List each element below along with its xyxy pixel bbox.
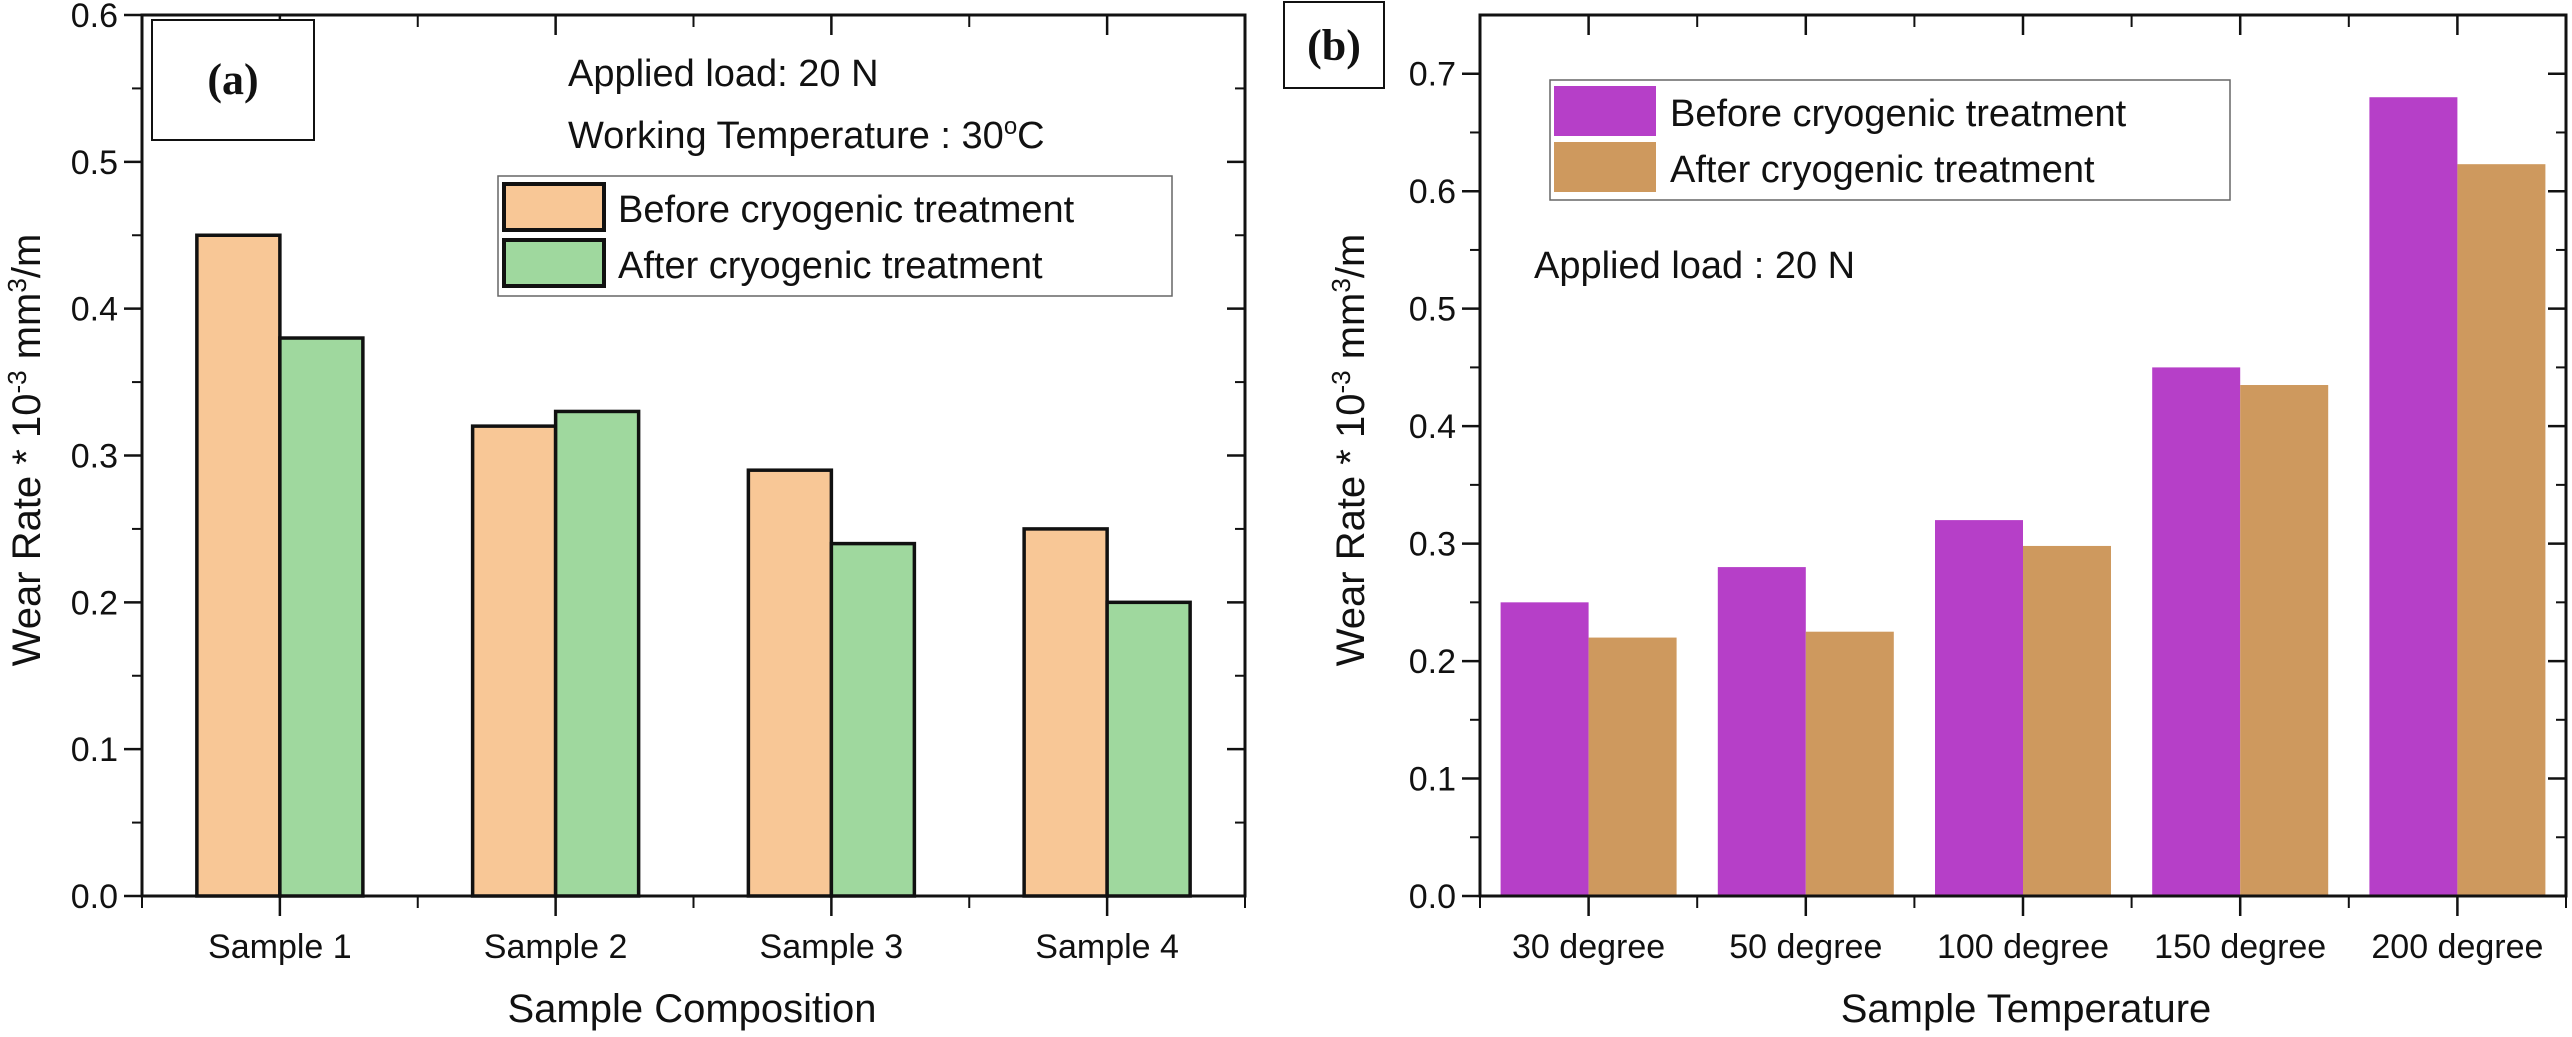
panel-b-tag: (b) bbox=[1307, 21, 1361, 70]
y-tick-label: 0.2 bbox=[71, 584, 118, 622]
bar-150-degree-after bbox=[2240, 385, 2329, 896]
x-tick-label: Sample 2 bbox=[484, 928, 628, 966]
x-tick-label: Sample 4 bbox=[1035, 928, 1179, 966]
panel-a-legend-swatch-before bbox=[502, 182, 606, 232]
x-tick-label: 30 degree bbox=[1512, 928, 1665, 966]
panel-a-annotation-temp: Working Temperature : 30oC bbox=[568, 113, 1045, 157]
panel-a-legend-box bbox=[497, 175, 1173, 297]
y-tick-label: 0.4 bbox=[1409, 408, 1456, 446]
panel-a-tag-box bbox=[151, 19, 315, 141]
bar-sample-1-after bbox=[278, 336, 365, 898]
bar-sample-3-after bbox=[829, 541, 917, 898]
panel-b-annotation-load: Applied load : 20 N bbox=[1534, 245, 1855, 287]
panel-a-bars bbox=[195, 233, 1192, 898]
bar-30-degree-after bbox=[1588, 637, 1677, 896]
bar-sample-2-before bbox=[470, 424, 558, 898]
x-tick-label: Sample 1 bbox=[208, 928, 352, 966]
panel-a-ylabel: Wear Rate * 10-3 mm3/m bbox=[2, 234, 49, 667]
bar-200-degree-before bbox=[2369, 97, 2458, 896]
panel-b-xlabel: Sample Temperature bbox=[1841, 987, 2212, 1031]
x-tick-label: 200 degree bbox=[2371, 928, 2543, 966]
bar-150-degree-before bbox=[2152, 367, 2241, 896]
y-tick-label: 0.3 bbox=[71, 438, 118, 476]
x-tick-label: 50 degree bbox=[1729, 928, 1882, 966]
y-tick-label: 0.1 bbox=[1409, 761, 1456, 799]
bar-sample-3-before bbox=[746, 468, 834, 898]
panel-a-xlabel: Sample Composition bbox=[507, 987, 876, 1031]
bar-sample-4-before bbox=[1022, 527, 1109, 898]
panel-b: 30 degree 50 degree 100 degree 150 degree 20… bbox=[1283, 1, 2568, 1031]
x-tick-label: Sample 3 bbox=[760, 928, 904, 966]
y-tick-label: 0.4 bbox=[71, 291, 118, 329]
bar-100-degree-before bbox=[1935, 520, 2023, 896]
panel-a-ticks: Sample 1 Sample 2 Sample 3 Sample 4 0.0 0.1 0.… bbox=[71, 0, 1246, 966]
bar-50-degree-after bbox=[1805, 631, 1894, 896]
panel-a: Sample 1 Sample 2 Sample 3 Sample 4 0.0 0.1 0.… bbox=[2, 0, 1247, 1031]
bar-30-degree-before bbox=[1500, 602, 1589, 896]
bar-sample-4-after bbox=[1105, 600, 1192, 898]
y-tick-label: 0.3 bbox=[1409, 526, 1456, 564]
panel-b-ylabel: Wear Rate * 10-3 mm3/m bbox=[1326, 234, 1373, 667]
x-tick-label: 100 degree bbox=[1937, 928, 2109, 966]
y-tick-label: 0.1 bbox=[71, 731, 118, 769]
bar-200-degree-after bbox=[2457, 164, 2546, 896]
panel-b-legend-label-after: After cryogenic treatment bbox=[1670, 149, 2095, 191]
panel-b-legend-swatch-before bbox=[1554, 86, 1656, 136]
panel-b-tag-box bbox=[1283, 1, 1385, 89]
panel-b-ticks: 30 degree 50 degree 100 degree 150 degree 20… bbox=[1409, 15, 2567, 966]
y-tick-label: 0.0 bbox=[1409, 878, 1456, 916]
y-tick-label: 0.6 bbox=[71, 0, 118, 35]
panel-a-legend-swatch-after bbox=[502, 238, 606, 288]
y-tick-label: 0.0 bbox=[71, 878, 118, 916]
y-tick-label: 0.7 bbox=[1409, 56, 1456, 94]
bar-sample-1-before bbox=[195, 233, 282, 898]
y-tick-label: 0.5 bbox=[1409, 291, 1456, 329]
bar-50-degree-before bbox=[1717, 567, 1806, 896]
panel-b-legend-label-before: Before cryogenic treatment bbox=[1670, 93, 2127, 135]
panel-b-legend-box bbox=[1549, 79, 2231, 201]
panel-b-legend: Before cryogenic treatment After cryogen… bbox=[1549, 79, 2231, 201]
panel-a-legend-label-after: After cryogenic treatment bbox=[618, 245, 1043, 287]
panel-b-bars bbox=[1500, 97, 2546, 896]
bar-100-degree-after bbox=[2023, 545, 2111, 896]
panel-a-tag: (a) bbox=[207, 55, 258, 104]
y-tick-label: 0.2 bbox=[1409, 643, 1456, 681]
panel-a-legend: Before cryogenic treatment After cryogen… bbox=[497, 175, 1173, 297]
panel-a-legend-label-before: Before cryogenic treatment bbox=[618, 189, 1075, 231]
y-tick-label: 0.6 bbox=[1409, 173, 1456, 211]
y-tick-label: 0.5 bbox=[71, 144, 118, 182]
x-tick-label: 150 degree bbox=[2154, 928, 2326, 966]
panel-b-legend-swatch-after bbox=[1554, 142, 1656, 192]
panel-a-annotation-load: Applied load: 20 N bbox=[568, 53, 879, 95]
bar-sample-2-after bbox=[553, 409, 641, 898]
